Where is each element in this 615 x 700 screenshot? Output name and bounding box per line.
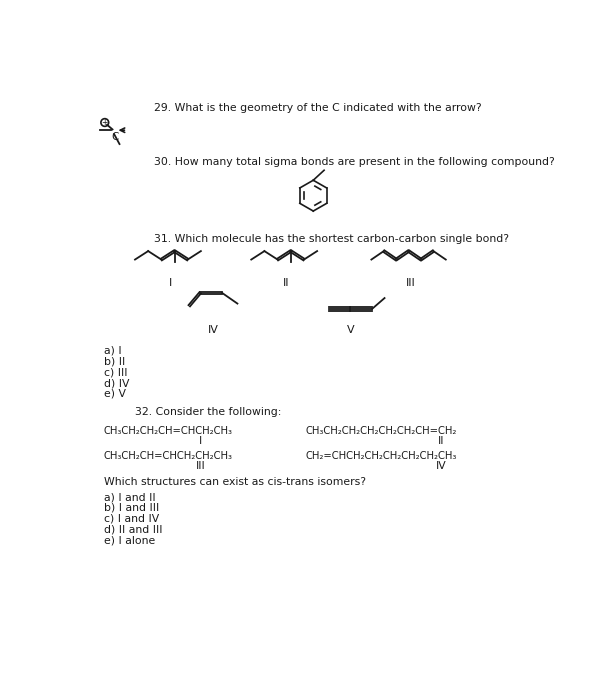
Text: d) II and III: d) II and III [104, 524, 162, 534]
Text: e) I alone: e) I alone [104, 536, 155, 545]
Text: IV: IV [436, 461, 446, 470]
Text: V: V [347, 325, 354, 335]
Text: III: III [406, 278, 416, 288]
Text: 31. Which molecule has the shortest carbon-carbon single bond?: 31. Which molecule has the shortest carb… [154, 234, 509, 244]
Text: a) I and II: a) I and II [104, 492, 156, 502]
Text: c) I and IV: c) I and IV [104, 514, 159, 524]
Text: 30. How many total sigma bonds are present in the following compound?: 30. How many total sigma bonds are prese… [154, 157, 555, 167]
Text: II: II [284, 278, 290, 288]
Text: c) III: c) III [104, 368, 127, 377]
Text: b) I and III: b) I and III [104, 503, 159, 513]
Text: C: C [111, 132, 118, 141]
Text: e) V: e) V [104, 389, 126, 399]
Text: CH₂=CHCH₂CH₂CH₂CH₂CH₂CH₃: CH₂=CHCH₂CH₂CH₂CH₂CH₂CH₃ [306, 451, 457, 461]
Text: III: III [196, 461, 206, 470]
Text: b) II: b) II [104, 356, 125, 367]
Text: II: II [438, 436, 445, 446]
Text: 32. Consider the following:: 32. Consider the following: [135, 407, 282, 417]
Text: CH₃CH₂CH=CHCH₂CH₂CH₃: CH₃CH₂CH=CHCH₂CH₂CH₃ [104, 451, 233, 461]
Text: CH₃CH₂CH₂CH₂CH₂CH₂CH=CH₂: CH₃CH₂CH₂CH₂CH₂CH₂CH=CH₂ [306, 426, 457, 436]
Text: a) I: a) I [104, 346, 122, 356]
Text: I: I [199, 436, 202, 446]
Text: Which structures can exist as cis-trans isomers?: Which structures can exist as cis-trans … [104, 477, 366, 486]
Text: 29. What is the geometry of the C indicated with the arrow?: 29. What is the geometry of the C indica… [154, 103, 482, 113]
Text: I: I [169, 278, 172, 288]
Text: CH₃CH₂CH₂CH=CHCH₂CH₃: CH₃CH₂CH₂CH=CHCH₂CH₃ [104, 426, 233, 436]
Text: d) IV: d) IV [104, 378, 130, 388]
Text: IV: IV [208, 325, 219, 335]
Text: +: + [101, 118, 108, 127]
